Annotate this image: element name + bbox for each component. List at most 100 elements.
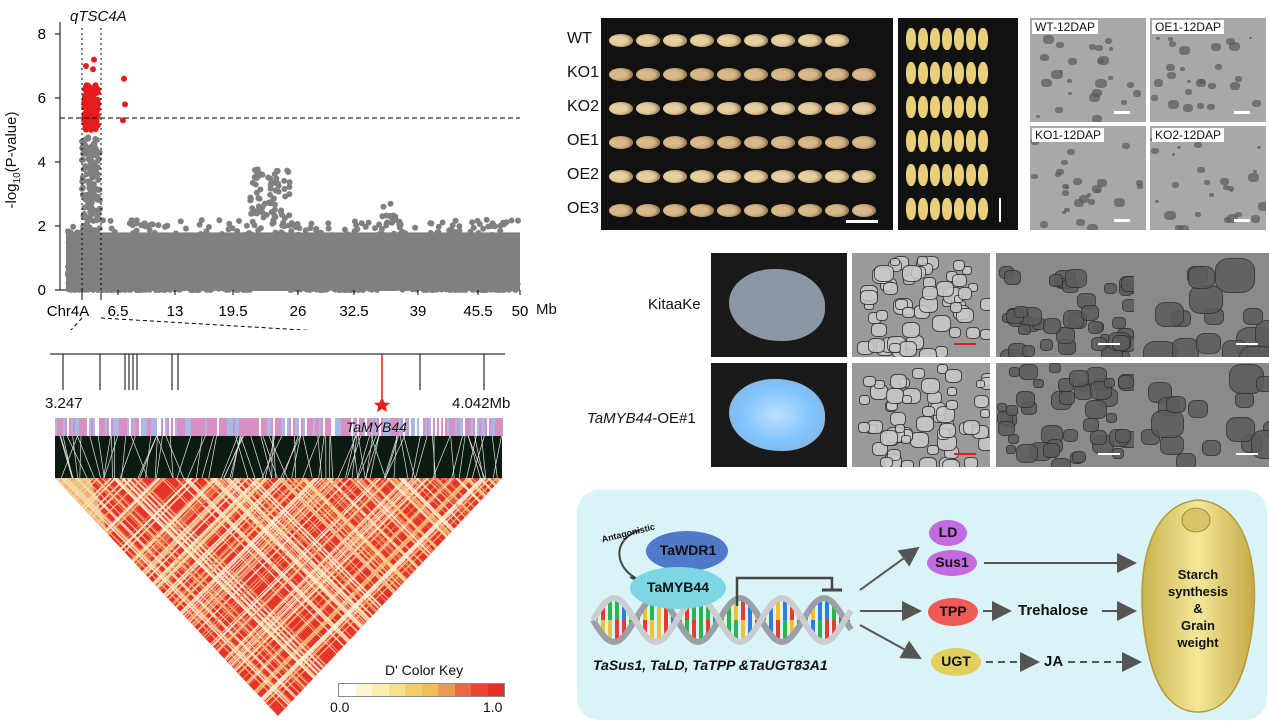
tpp-badge-label: TPP	[939, 603, 967, 619]
manhattan-point	[247, 197, 254, 204]
manhattan-point	[257, 225, 264, 232]
manhattan-point	[285, 222, 292, 229]
manhattan-point	[94, 164, 101, 171]
manhattan-point	[279, 222, 286, 229]
manhattan-point	[93, 185, 100, 192]
manhattan-point	[388, 214, 395, 221]
manhattan-point	[286, 212, 293, 219]
manhattan-point	[79, 174, 86, 181]
manhattan-point	[469, 219, 476, 226]
manhattan-point	[358, 220, 365, 227]
manhattan-point	[380, 203, 387, 210]
manhattan-point	[196, 221, 203, 228]
manhattan-point	[257, 186, 264, 193]
manhattan-point	[396, 224, 403, 231]
manhattan-point	[255, 170, 262, 177]
manhattan-point	[79, 184, 86, 191]
manhattan-point	[483, 216, 490, 223]
manhattan-point	[257, 206, 264, 213]
outcome-label: Starch synthesis & Grain weight	[1168, 567, 1228, 650]
manhattan-point	[94, 171, 101, 178]
manhattan-point	[155, 222, 162, 229]
manhattan-point	[90, 181, 97, 188]
manhattan-point	[94, 158, 101, 164]
manhattan-point	[226, 220, 233, 227]
manhattan-point	[307, 225, 314, 232]
manhattan-point	[427, 220, 434, 227]
manhattan-point	[84, 224, 91, 231]
manhattan-point	[87, 159, 94, 166]
manhattan-point	[278, 207, 285, 214]
manhattan-point	[243, 222, 250, 229]
manhattan-point	[84, 178, 91, 185]
manhattan-point	[177, 218, 184, 225]
manhattan-point	[448, 226, 455, 233]
manhattan-point	[108, 225, 115, 232]
manhattan-point	[91, 140, 98, 147]
manhattan-point	[84, 240, 91, 247]
manhattan-point	[342, 226, 348, 233]
tamyb44-label: TaMYB44	[647, 579, 709, 595]
manhattan-point	[508, 217, 515, 224]
manhattan-point	[268, 198, 275, 205]
manhattan-point	[267, 191, 274, 198]
manhattan-point	[456, 227, 463, 234]
manhattan-point	[251, 222, 258, 229]
manhattan-point	[96, 206, 103, 213]
manhattan-point	[325, 220, 332, 227]
manhattan-point	[91, 284, 98, 291]
manhattan-point	[87, 201, 94, 208]
target-genes-label: TaSus1, TaLD, TaTPP &TaUGT83A1	[593, 657, 828, 673]
ld-badge-label: LD	[938, 524, 958, 540]
manhattan-point	[88, 167, 95, 174]
trehalose-label: Trehalose	[1018, 602, 1089, 619]
manhattan-point	[362, 223, 369, 230]
manhattan-point	[389, 219, 395, 226]
manhattan-point	[269, 220, 276, 227]
manhattan-point	[396, 218, 403, 225]
manhattan-point	[89, 174, 96, 181]
manhattan-point	[81, 259, 88, 266]
ja-label: JA	[1044, 653, 1064, 670]
manhattan-point	[94, 227, 101, 234]
manhattan-point	[93, 152, 100, 159]
tawdr1-label: TaWDR1	[659, 542, 717, 558]
manhattan-point	[162, 223, 168, 230]
manhattan-point	[383, 222, 390, 229]
manhattan-point	[485, 223, 492, 230]
manhattan-point	[474, 217, 481, 224]
manhattan-point	[81, 281, 88, 288]
manhattan-point	[286, 183, 293, 190]
manhattan-point	[452, 217, 459, 224]
manhattan-point	[470, 224, 477, 231]
manhattan-point	[456, 223, 463, 230]
seed-germ	[1181, 507, 1211, 533]
manhattan-point	[313, 227, 320, 234]
manhattan-point	[379, 213, 386, 220]
manhattan-point	[138, 222, 145, 229]
manhattan-point	[249, 179, 256, 186]
manhattan-point	[80, 166, 87, 173]
manhattan-point	[387, 200, 394, 207]
sus1-badge-label: Sus1	[935, 554, 969, 570]
manhattan-point	[82, 196, 89, 203]
manhattan-point	[412, 224, 419, 231]
manhattan-point	[286, 191, 293, 198]
manhattan-point	[286, 179, 293, 186]
ugt-badge-label: UGT	[941, 653, 971, 669]
manhattan-point	[82, 136, 89, 143]
manhattan-point	[515, 217, 521, 224]
manhattan-point	[480, 225, 487, 232]
manhattan-point	[107, 217, 114, 224]
manhattan-point	[293, 224, 300, 231]
manhattan-point	[252, 208, 259, 215]
manhattan-point	[83, 191, 90, 198]
manhattan-point	[255, 195, 262, 202]
manhattan-point	[92, 241, 99, 248]
manhattan-point	[225, 226, 232, 233]
manhattan-point	[95, 264, 102, 271]
manhattan-point	[81, 204, 88, 211]
arrow-to-ugt	[859, 624, 922, 659]
